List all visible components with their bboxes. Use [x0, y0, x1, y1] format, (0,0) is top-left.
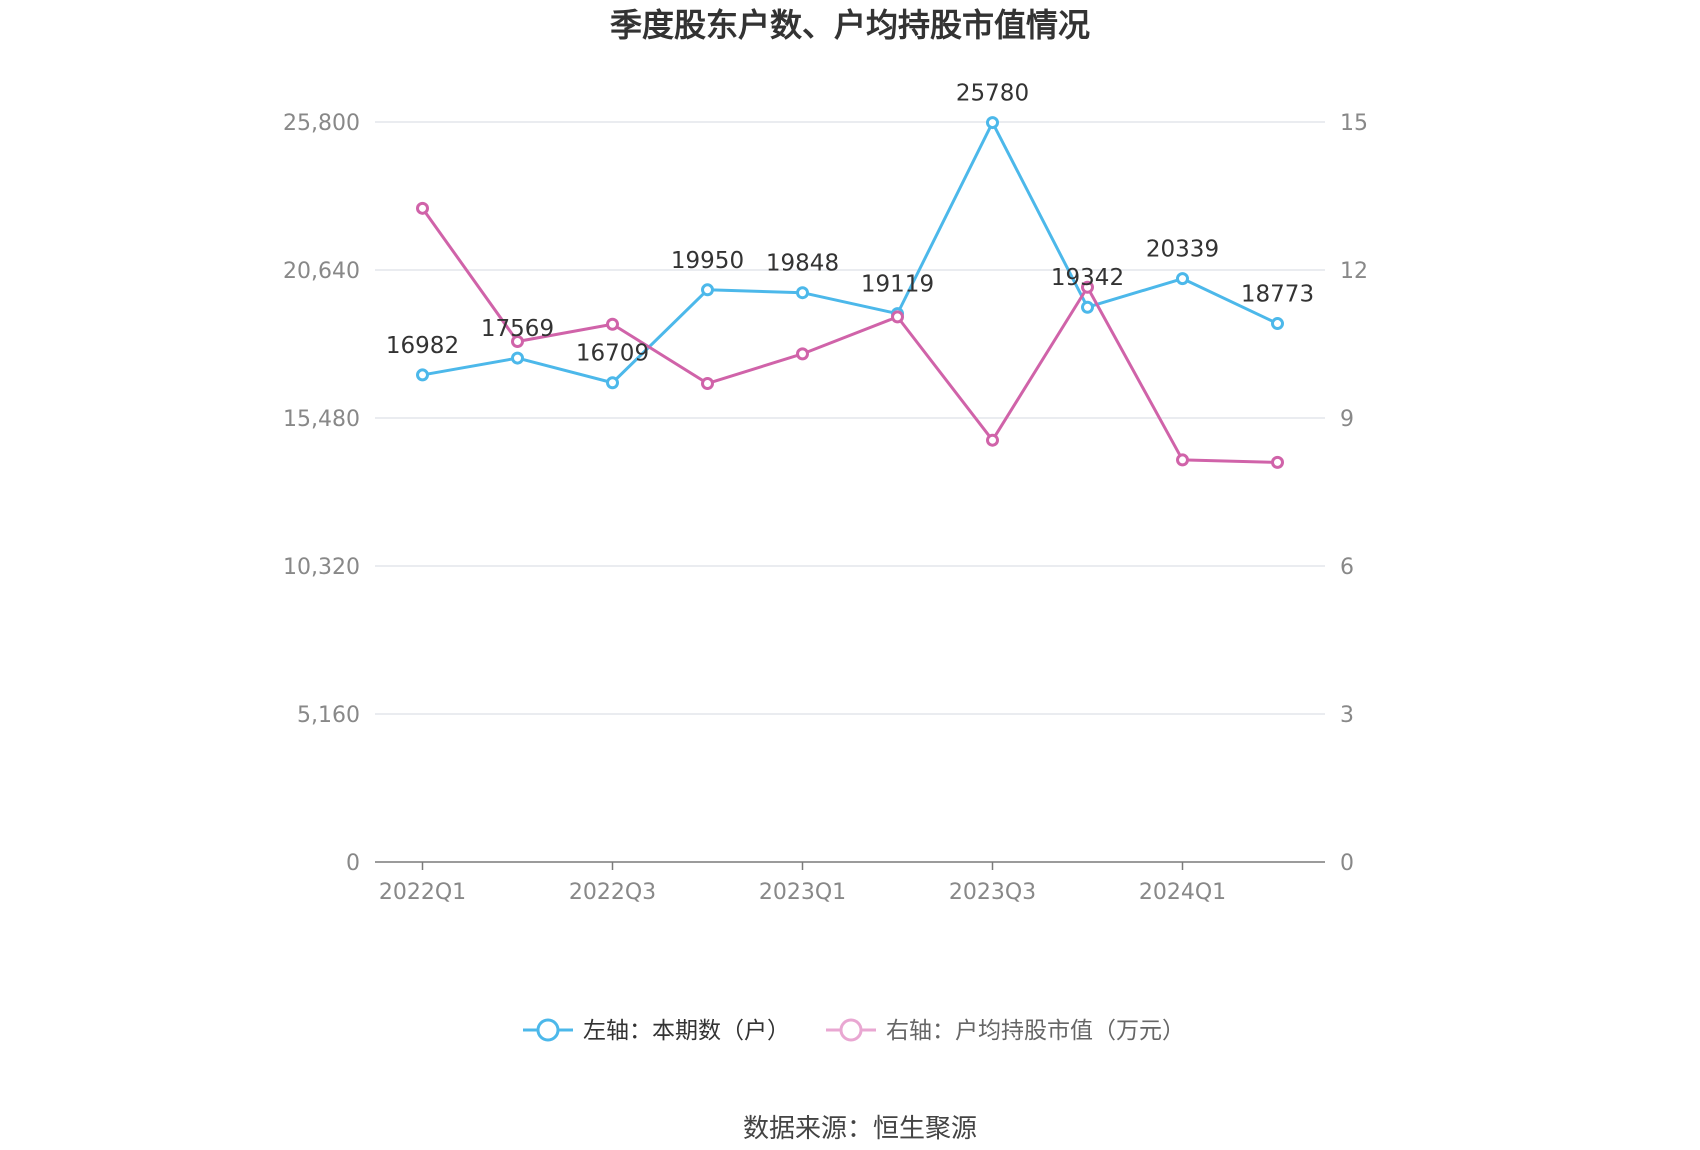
- data-point-right-series: [606, 317, 619, 331]
- legend-item-left-series[interactable]: 左轴：本期数（户）: [523, 1018, 790, 1044]
- series-line-left-series: [422, 121, 1279, 385]
- data-point-left-series: [511, 351, 524, 365]
- left-axis-tick-label: 20,640: [283, 259, 360, 284]
- legend-item-right-series[interactable]: 右轴：户均持股市值（万元）: [826, 1018, 1185, 1044]
- data-point-right-series: [701, 376, 714, 390]
- left-axis-tick-label: 25,800: [283, 111, 360, 136]
- left-axis-tick-label: 0: [346, 851, 360, 876]
- data-point-left-series: [701, 283, 714, 297]
- right-axis-ticks: 0 3 6 9 12 15: [1340, 111, 1368, 876]
- data-point-right-series: [891, 310, 904, 324]
- data-point-left-series: [1081, 300, 1094, 314]
- data-point-right-series: [511, 335, 524, 349]
- grid: [375, 121, 1325, 715]
- right-axis-tick-label: 6: [1340, 555, 1354, 580]
- data-point-left-series: [986, 116, 999, 130]
- data-point-left-series: [606, 376, 619, 390]
- data-point-right-series: [986, 433, 999, 447]
- x-axis-tick-label: 2024Q1: [1139, 880, 1226, 905]
- left-axis-ticks: 0 5,160 10,320 15,480 20,640 25,800: [283, 111, 360, 876]
- right-axis-tick-label: 9: [1340, 407, 1354, 432]
- data-point-right-series: [1271, 455, 1284, 469]
- data-point-right-series: [796, 347, 809, 361]
- data-label: 20339: [1146, 237, 1219, 263]
- left-axis-tick-label: 5,160: [297, 703, 360, 728]
- chart-title: 季度股东户数、户均持股市值情况: [610, 6, 1090, 44]
- data-point-right-series: [1176, 453, 1189, 467]
- data-label: 19119: [861, 272, 934, 298]
- series-line-right-series: [421, 207, 1278, 464]
- x-axis-tick-label: 2022Q3: [569, 880, 656, 905]
- data-point-left-series: [1271, 317, 1284, 331]
- left-axis-tick-label: 15,480: [283, 407, 360, 432]
- series-points: [416, 116, 1284, 469]
- right-axis-tick-label: 15: [1340, 111, 1368, 136]
- data-label: 25780: [956, 81, 1029, 107]
- data-point-right-series: [1081, 280, 1094, 294]
- data-label: 18773: [1241, 282, 1314, 308]
- legend-label-left-series: 左轴：本期数（户）: [583, 1018, 790, 1044]
- data-point-left-series: [416, 368, 429, 382]
- right-axis-tick-label: 0: [1340, 851, 1354, 876]
- right-axis-tick-label: 12: [1340, 259, 1368, 284]
- left-axis-tick-label: 10,320: [283, 555, 360, 580]
- x-axis: 2022Q1 2022Q3 2023Q1 2023Q3 2024Q1: [375, 861, 1325, 905]
- data-point-left-series: [796, 286, 809, 300]
- data-labels: 16982 17569 16709 19950 19848 19119 25780 19342…: [386, 81, 1314, 367]
- x-axis-tick-label: 2023Q3: [949, 880, 1036, 905]
- series-lines: [421, 121, 1279, 464]
- source-note: 数据来源：恒生聚源: [743, 1114, 977, 1144]
- x-axis-tick-label: 2022Q1: [379, 880, 466, 905]
- data-label: 16709: [576, 341, 649, 367]
- data-label: 16982: [386, 333, 459, 359]
- data-point-left-series: [1176, 272, 1189, 286]
- legend-marker-left-series: [536, 1018, 560, 1042]
- legend: 左轴：本期数（户） 右轴：户均持股市值（万元）: [523, 1018, 1185, 1044]
- data-label: 17569: [481, 316, 554, 342]
- legend-marker-right-series: [839, 1018, 863, 1042]
- data-label: 19950: [671, 248, 744, 274]
- data-label: 19848: [766, 251, 839, 277]
- data-label: 19342: [1051, 265, 1124, 291]
- legend-label-right-series: 右轴：户均持股市值（万元）: [886, 1018, 1185, 1044]
- data-point-right-series: [416, 201, 429, 215]
- x-axis-tick-label: 2023Q1: [759, 880, 846, 905]
- right-axis-tick-label: 3: [1340, 703, 1354, 728]
